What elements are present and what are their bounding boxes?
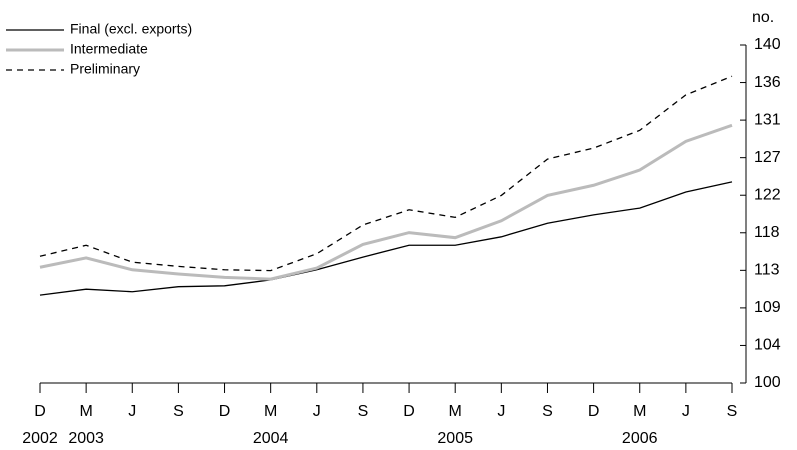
x-year-label: 2003	[68, 430, 104, 447]
x-year-label: 2002	[22, 430, 58, 447]
x-tick-label: D	[219, 403, 231, 420]
y-tick-label: 100	[754, 374, 781, 391]
legend-label: Final (excl. exports)	[70, 21, 192, 37]
x-tick-label: M	[449, 403, 462, 420]
y-tick-label: 131	[754, 111, 781, 128]
y-tick-label: 127	[754, 149, 781, 166]
y-tick-label: 104	[754, 337, 781, 354]
x-tick-label: J	[128, 403, 136, 420]
x-tick-label: M	[633, 403, 646, 420]
x-tick-label: M	[79, 403, 92, 420]
x-year-label: 2005	[437, 430, 473, 447]
x-year-label: 2006	[622, 430, 658, 447]
x-tick-label: S	[358, 403, 369, 420]
x-tick-label: J	[497, 403, 505, 420]
x-tick-label: D	[403, 403, 415, 420]
y-tick-label: 136	[754, 74, 781, 91]
x-tick-label: D	[588, 403, 600, 420]
y-tick-label: 109	[754, 299, 781, 316]
x-tick-label: M	[264, 403, 277, 420]
x-tick-label: S	[727, 403, 738, 420]
y-tick-label: 122	[754, 186, 781, 203]
x-tick-label: J	[682, 403, 690, 420]
line-series	[39, 181, 733, 296]
x-tick-label: S	[173, 403, 184, 420]
x-tick-label: J	[313, 403, 321, 420]
legend-label: Intermediate	[70, 41, 148, 57]
line-series	[39, 123, 733, 281]
x-tick-label: D	[34, 403, 46, 420]
y-tick-label: 140	[754, 36, 781, 53]
x-tick-label: S	[542, 403, 553, 420]
legend-label: Preliminary	[70, 61, 140, 77]
y-tick-label: 113	[754, 262, 780, 279]
y-unit-label: no.	[752, 9, 774, 26]
line-series	[39, 75, 733, 272]
x-year-label: 2004	[253, 430, 289, 447]
y-tick-label: 118	[754, 224, 780, 241]
